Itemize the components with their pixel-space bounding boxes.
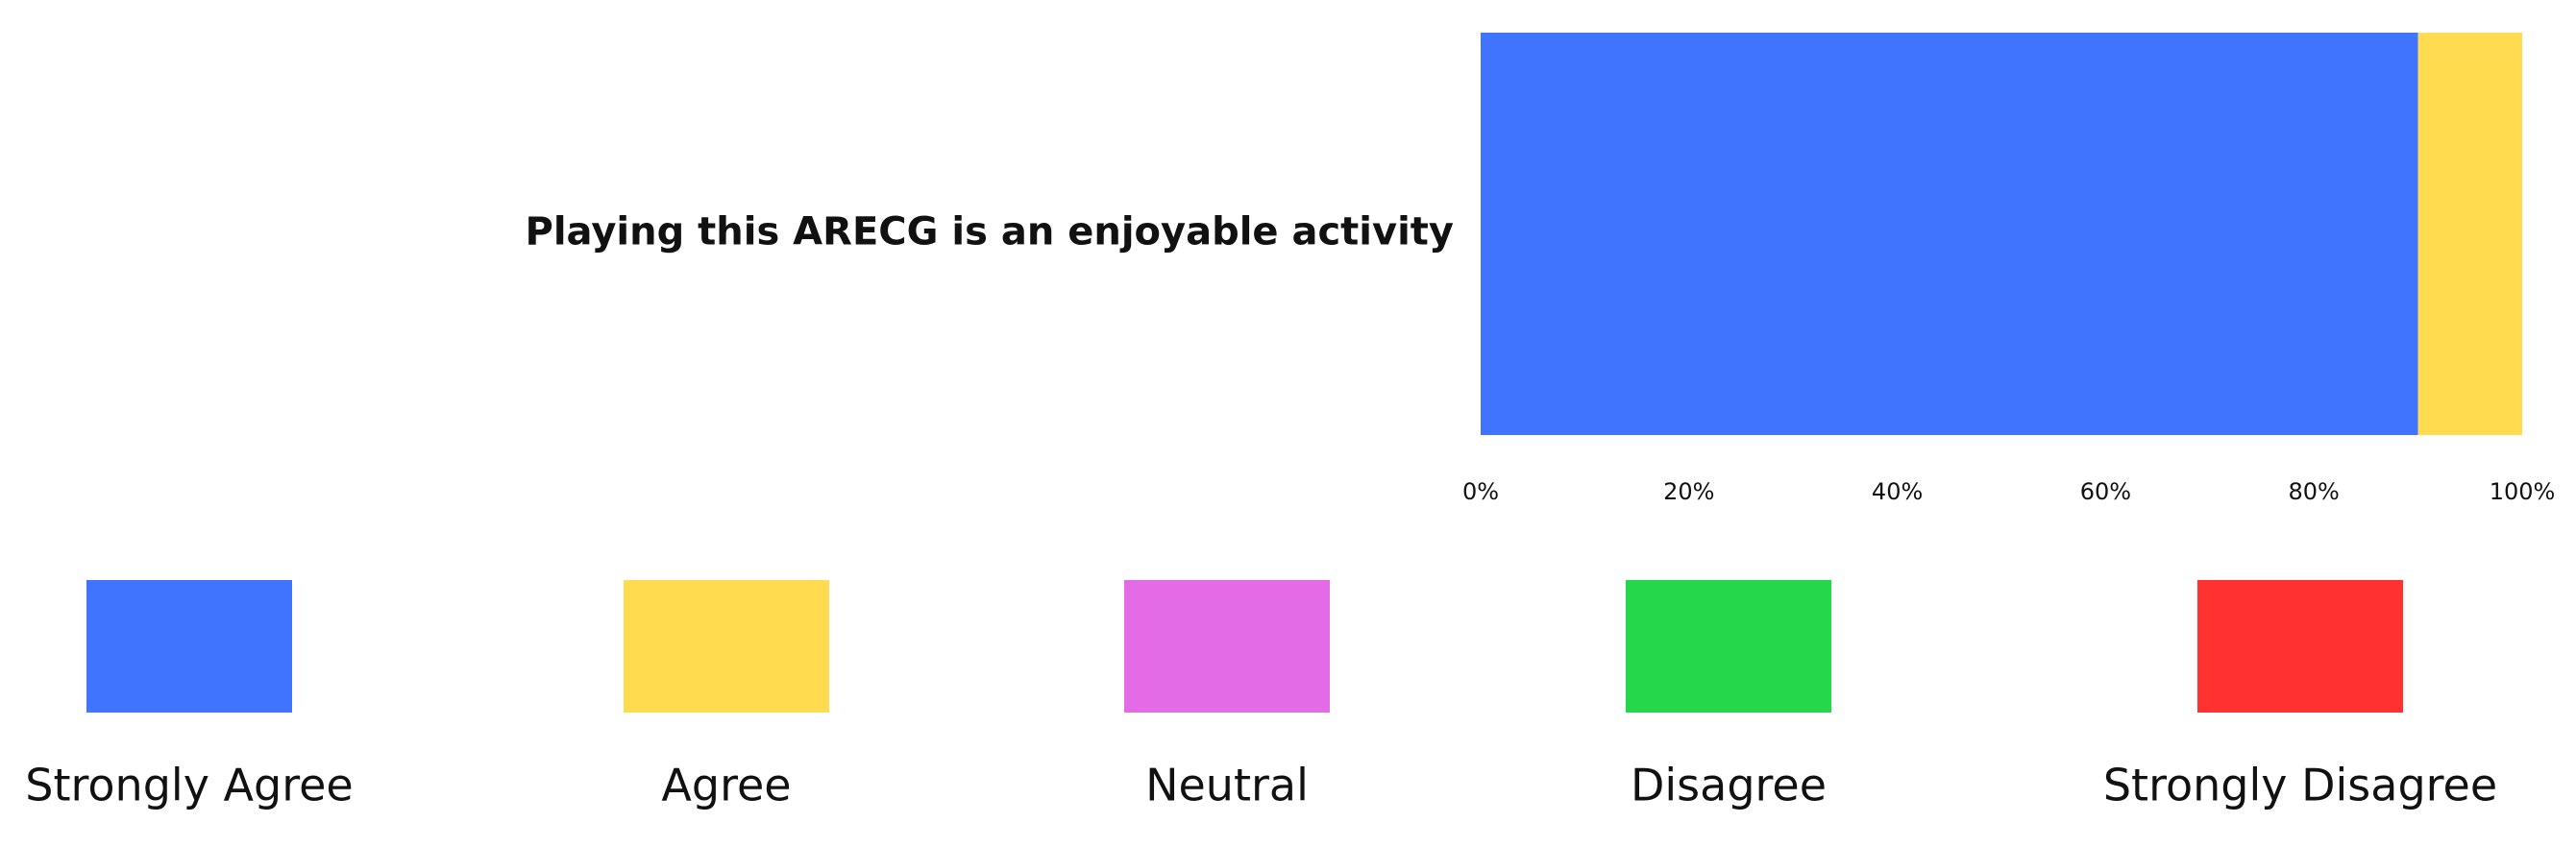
category-label: Playing this ARECG is an enjoyable activ…	[526, 210, 1454, 254]
bar-segment	[1481, 33, 2418, 435]
legend-swatch	[1626, 580, 1831, 713]
x-tick-label: 100%	[2490, 478, 2556, 505]
legend-swatch	[2197, 580, 2403, 713]
legend-swatch	[1124, 580, 1330, 713]
legend-label: Agree	[661, 760, 791, 811]
legend-label: Strongly Agree	[25, 760, 353, 811]
legend-swatch	[86, 580, 292, 713]
legend-label: Neutral	[1145, 760, 1309, 811]
x-tick-label: 0%	[1462, 478, 1499, 505]
x-tick-label: 80%	[2289, 478, 2340, 505]
legend-swatch	[624, 580, 829, 713]
legend-label: Strongly Disagree	[2103, 760, 2497, 811]
x-tick-label: 20%	[1663, 478, 1714, 505]
legend-label: Disagree	[1631, 760, 1827, 811]
x-tick-label: 40%	[1872, 478, 1923, 505]
x-tick-label: 60%	[2080, 478, 2131, 505]
bar-segment	[2417, 33, 2522, 435]
